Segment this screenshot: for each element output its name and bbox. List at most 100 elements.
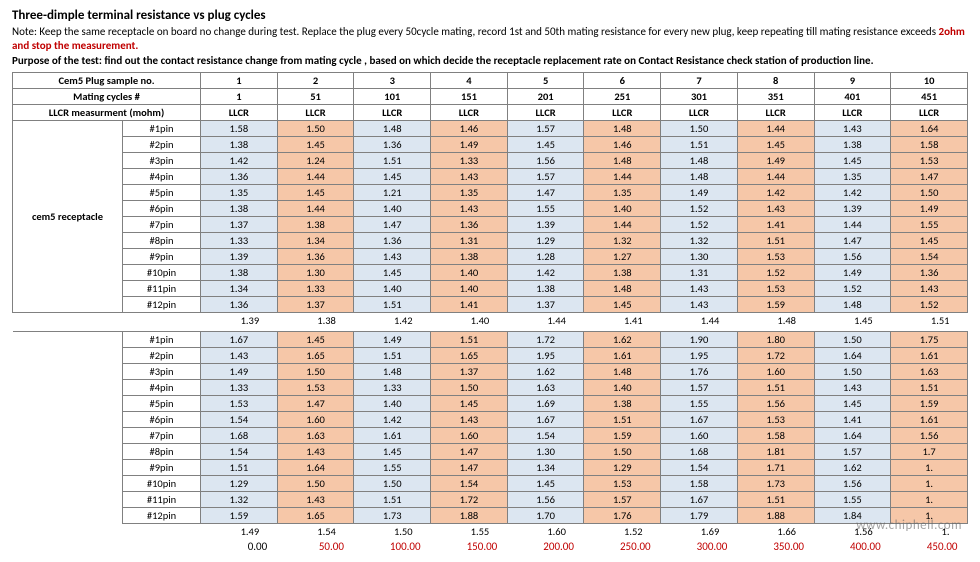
- cell-b-2-7: 1.60: [737, 364, 814, 380]
- cell-b-6-1: 1.63: [277, 428, 354, 444]
- cell-a-10-3: 1.40: [431, 280, 508, 296]
- cell-a-0-7: 1.44: [737, 120, 814, 136]
- xaxis-2: 100.00: [354, 539, 431, 554]
- cell-b-6-3: 1.60: [431, 428, 508, 444]
- cell-b-3-4: 1.63: [507, 380, 584, 396]
- hdr-col-5: 6: [584, 72, 661, 88]
- pin-label-a-2: #3pin: [123, 152, 201, 168]
- cell-a-10-6: 1.43: [661, 280, 738, 296]
- hdr-cycles-6: 301: [661, 88, 738, 104]
- cell-b-6-5: 1.59: [584, 428, 661, 444]
- pin-label-a-11: #12pin: [123, 296, 201, 312]
- cell-b-1-0: 1.43: [201, 348, 278, 364]
- cell-b-7-9: 1.7: [891, 444, 968, 460]
- cell-a-5-4: 1.55: [507, 200, 584, 216]
- cell-a-5-8: 1.39: [814, 200, 891, 216]
- cell-a-11-6: 1.43: [661, 296, 738, 312]
- cell-a-7-8: 1.47: [814, 232, 891, 248]
- cell-a-2-5: 1.48: [584, 152, 661, 168]
- cell-b-1-4: 1.95: [507, 348, 584, 364]
- avg-a-1: 1.38: [277, 312, 354, 328]
- cell-b-5-0: 1.54: [201, 412, 278, 428]
- hdr-col-1: 2: [277, 72, 354, 88]
- pin-label-a-5: #6pin: [123, 200, 201, 216]
- cell-b-11-1: 1.65: [277, 508, 354, 524]
- cell-b-11-7: 1.88: [737, 508, 814, 524]
- cell-b-4-0: 1.53: [201, 396, 278, 412]
- cell-b-8-5: 1.29: [584, 460, 661, 476]
- cell-a-0-4: 1.57: [507, 120, 584, 136]
- cell-b-2-3: 1.37: [431, 364, 508, 380]
- avg-a-9: 1.51: [891, 312, 968, 328]
- cell-b-5-3: 1.43: [431, 412, 508, 428]
- cell-b-11-4: 1.70: [507, 508, 584, 524]
- cell-b-1-9: 1.61: [891, 348, 968, 364]
- cell-b-11-2: 1.73: [354, 508, 431, 524]
- cell-b-9-1: 1.50: [277, 476, 354, 492]
- cell-a-11-2: 1.51: [354, 296, 431, 312]
- cell-b-7-7: 1.81: [737, 444, 814, 460]
- pin-label-a-9: #10pin: [123, 264, 201, 280]
- cell-b-0-7: 1.80: [737, 332, 814, 348]
- cell-b-7-4: 1.30: [507, 444, 584, 460]
- pin-label-b-1: #2pin: [123, 348, 201, 364]
- cell-b-6-9: 1.56: [891, 428, 968, 444]
- cell-b-0-6: 1.90: [661, 332, 738, 348]
- cell-b-0-8: 1.50: [814, 332, 891, 348]
- xaxis-6: 300.00: [661, 539, 738, 554]
- cell-a-2-9: 1.53: [891, 152, 968, 168]
- cell-b-6-6: 1.60: [661, 428, 738, 444]
- cell-a-7-2: 1.36: [354, 232, 431, 248]
- cell-a-4-5: 1.35: [584, 184, 661, 200]
- cell-b-8-9: 1.: [891, 460, 968, 476]
- pin-label-b-3: #4pin: [123, 380, 201, 396]
- cell-a-5-1: 1.44: [277, 200, 354, 216]
- cell-a-2-6: 1.48: [661, 152, 738, 168]
- cell-a-9-4: 1.42: [507, 264, 584, 280]
- cell-a-6-7: 1.41: [737, 216, 814, 232]
- cell-a-2-2: 1.51: [354, 152, 431, 168]
- xaxis-3: 150.00: [431, 539, 508, 554]
- cell-b-5-2: 1.42: [354, 412, 431, 428]
- pin-label-b-10: #11pin: [123, 492, 201, 508]
- hdr-col-9: 10: [891, 72, 968, 88]
- cell-a-7-5: 1.32: [584, 232, 661, 248]
- cell-a-2-3: 1.33: [431, 152, 508, 168]
- cell-a-2-7: 1.49: [737, 152, 814, 168]
- cell-a-10-8: 1.52: [814, 280, 891, 296]
- pin-label-b-4: #5pin: [123, 396, 201, 412]
- pin-label-a-6: #7pin: [123, 216, 201, 232]
- cell-a-7-0: 1.33: [201, 232, 278, 248]
- cell-b-3-9: 1.51: [891, 380, 968, 396]
- cell-b-4-5: 1.38: [584, 396, 661, 412]
- cell-a-2-8: 1.45: [814, 152, 891, 168]
- cell-a-11-8: 1.48: [814, 296, 891, 312]
- pin-label-a-7: #8pin: [123, 232, 201, 248]
- cell-b-0-5: 1.62: [584, 332, 661, 348]
- cell-b-8-4: 1.34: [507, 460, 584, 476]
- cell-b-0-4: 1.72: [507, 332, 584, 348]
- cell-a-1-8: 1.38: [814, 136, 891, 152]
- xaxis-7: 350.00: [737, 539, 814, 554]
- cell-a-10-5: 1.48: [584, 280, 661, 296]
- hdr-llcr-8: LLCR: [814, 104, 891, 120]
- cell-b-4-2: 1.40: [354, 396, 431, 412]
- cell-a-9-9: 1.36: [891, 264, 968, 280]
- cell-a-7-7: 1.51: [737, 232, 814, 248]
- cell-b-3-7: 1.51: [737, 380, 814, 396]
- pin-label-b-2: #3pin: [123, 364, 201, 380]
- hdr-cycles-3: 151: [431, 88, 508, 104]
- cell-a-3-3: 1.43: [431, 168, 508, 184]
- cell-a-4-7: 1.42: [737, 184, 814, 200]
- cell-a-2-4: 1.56: [507, 152, 584, 168]
- cell-b-4-3: 1.45: [431, 396, 508, 412]
- cell-b-2-8: 1.50: [814, 364, 891, 380]
- avg-b-6: 1.69: [661, 524, 738, 540]
- cell-a-0-0: 1.58: [201, 120, 278, 136]
- cell-a-1-3: 1.49: [431, 136, 508, 152]
- cell-b-7-0: 1.54: [201, 444, 278, 460]
- pin-label-b-11: #12pin: [123, 508, 201, 524]
- cell-a-3-5: 1.44: [584, 168, 661, 184]
- hdr-sample-no: Cem5 Plug sample no.: [13, 72, 201, 88]
- hdr-cycles-2: 101: [354, 88, 431, 104]
